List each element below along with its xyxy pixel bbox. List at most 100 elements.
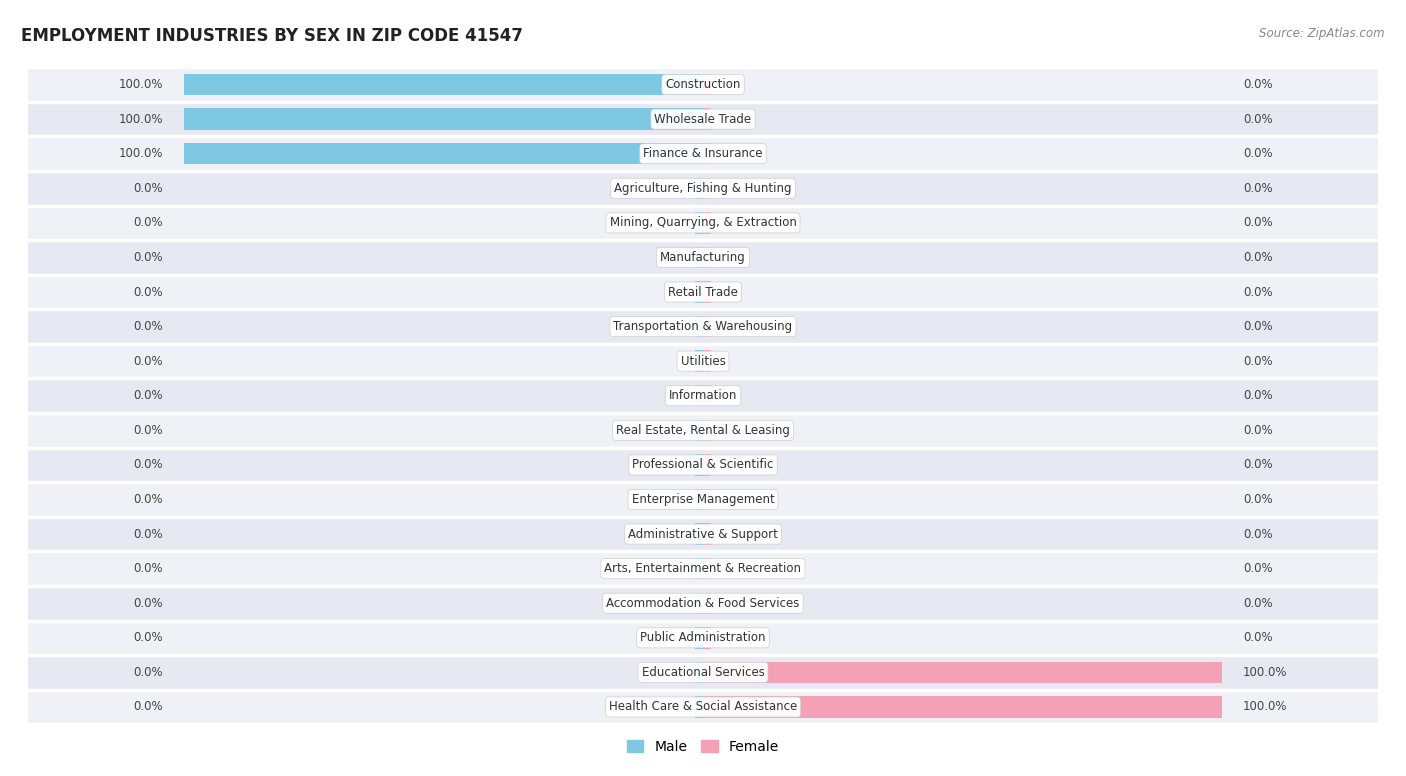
- Bar: [28, 655, 1378, 690]
- Bar: [703, 593, 711, 614]
- Bar: [28, 379, 1378, 413]
- Bar: [703, 212, 711, 234]
- Text: 0.0%: 0.0%: [1243, 597, 1272, 610]
- Text: Construction: Construction: [665, 78, 741, 91]
- Bar: [695, 282, 703, 303]
- Text: 0.0%: 0.0%: [134, 390, 163, 402]
- Bar: [28, 137, 1378, 171]
- Text: 0.0%: 0.0%: [1243, 147, 1272, 160]
- Text: 0.0%: 0.0%: [134, 632, 163, 644]
- Text: Utilities: Utilities: [681, 355, 725, 368]
- Bar: [703, 109, 711, 130]
- Bar: [703, 662, 1222, 683]
- Text: Source: ZipAtlas.com: Source: ZipAtlas.com: [1260, 27, 1385, 40]
- Bar: [28, 206, 1378, 240]
- Bar: [695, 454, 703, 476]
- Bar: [703, 489, 711, 510]
- Text: Information: Information: [669, 390, 737, 402]
- Text: 0.0%: 0.0%: [134, 424, 163, 437]
- Text: 0.0%: 0.0%: [1243, 424, 1272, 437]
- Text: 0.0%: 0.0%: [1243, 78, 1272, 91]
- Bar: [703, 143, 711, 165]
- Bar: [695, 212, 703, 234]
- Text: 0.0%: 0.0%: [1243, 286, 1272, 299]
- Text: Health Care & Social Assistance: Health Care & Social Assistance: [609, 701, 797, 713]
- Text: Public Administration: Public Administration: [640, 632, 766, 644]
- Bar: [28, 171, 1378, 206]
- Bar: [703, 420, 711, 441]
- Bar: [695, 247, 703, 268]
- Bar: [703, 385, 711, 407]
- Text: 0.0%: 0.0%: [1243, 459, 1272, 471]
- Bar: [695, 420, 703, 441]
- Text: 0.0%: 0.0%: [1243, 390, 1272, 402]
- Bar: [703, 523, 711, 545]
- Text: 0.0%: 0.0%: [134, 701, 163, 713]
- Text: 0.0%: 0.0%: [134, 182, 163, 195]
- Bar: [695, 178, 703, 199]
- Text: Manufacturing: Manufacturing: [661, 251, 745, 264]
- Text: Wholesale Trade: Wholesale Trade: [654, 113, 752, 126]
- Text: 0.0%: 0.0%: [1243, 113, 1272, 126]
- Bar: [28, 517, 1378, 552]
- Bar: [28, 690, 1378, 724]
- Bar: [184, 109, 703, 130]
- Bar: [28, 552, 1378, 586]
- Text: Finance & Insurance: Finance & Insurance: [644, 147, 762, 160]
- Text: 0.0%: 0.0%: [1243, 562, 1272, 575]
- Bar: [695, 351, 703, 372]
- Bar: [28, 275, 1378, 310]
- Text: 0.0%: 0.0%: [134, 251, 163, 264]
- Text: Transportation & Warehousing: Transportation & Warehousing: [613, 320, 793, 333]
- Text: 0.0%: 0.0%: [134, 320, 163, 333]
- Text: Administrative & Support: Administrative & Support: [628, 528, 778, 541]
- Bar: [695, 385, 703, 407]
- Text: 0.0%: 0.0%: [134, 286, 163, 299]
- Bar: [184, 143, 703, 165]
- Bar: [695, 593, 703, 614]
- Text: 100.0%: 100.0%: [1243, 666, 1288, 679]
- Bar: [703, 454, 711, 476]
- Text: 0.0%: 0.0%: [134, 597, 163, 610]
- Bar: [28, 586, 1378, 621]
- Text: Arts, Entertainment & Recreation: Arts, Entertainment & Recreation: [605, 562, 801, 575]
- Text: Educational Services: Educational Services: [641, 666, 765, 679]
- Bar: [28, 482, 1378, 517]
- Bar: [28, 310, 1378, 344]
- Bar: [703, 316, 711, 338]
- Bar: [28, 621, 1378, 655]
- Bar: [703, 696, 1222, 718]
- Text: Real Estate, Rental & Leasing: Real Estate, Rental & Leasing: [616, 424, 790, 437]
- Bar: [695, 523, 703, 545]
- Bar: [695, 662, 703, 683]
- Text: 0.0%: 0.0%: [1243, 355, 1272, 368]
- Text: Retail Trade: Retail Trade: [668, 286, 738, 299]
- Bar: [703, 282, 711, 303]
- Bar: [28, 448, 1378, 482]
- Bar: [695, 489, 703, 510]
- Text: EMPLOYMENT INDUSTRIES BY SEX IN ZIP CODE 41547: EMPLOYMENT INDUSTRIES BY SEX IN ZIP CODE…: [21, 27, 523, 45]
- Text: 0.0%: 0.0%: [134, 493, 163, 506]
- Bar: [703, 351, 711, 372]
- Bar: [28, 413, 1378, 448]
- Text: Professional & Scientific: Professional & Scientific: [633, 459, 773, 471]
- Text: 0.0%: 0.0%: [1243, 182, 1272, 195]
- Text: 100.0%: 100.0%: [118, 147, 163, 160]
- Bar: [695, 558, 703, 580]
- Bar: [703, 74, 711, 95]
- Text: 0.0%: 0.0%: [1243, 251, 1272, 264]
- Text: 0.0%: 0.0%: [1243, 528, 1272, 541]
- Bar: [703, 247, 711, 268]
- Text: 0.0%: 0.0%: [1243, 493, 1272, 506]
- Text: 100.0%: 100.0%: [1243, 701, 1288, 713]
- Text: 100.0%: 100.0%: [118, 78, 163, 91]
- Text: 0.0%: 0.0%: [134, 355, 163, 368]
- Bar: [695, 627, 703, 649]
- Text: 0.0%: 0.0%: [1243, 217, 1272, 230]
- Bar: [695, 316, 703, 338]
- Bar: [28, 240, 1378, 275]
- Text: 0.0%: 0.0%: [134, 562, 163, 575]
- Text: 0.0%: 0.0%: [134, 666, 163, 679]
- Text: Mining, Quarrying, & Extraction: Mining, Quarrying, & Extraction: [610, 217, 796, 230]
- Bar: [703, 558, 711, 580]
